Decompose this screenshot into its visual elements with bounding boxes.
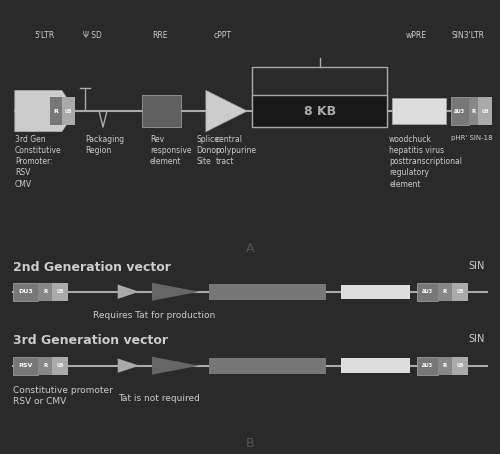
Bar bbox=[52, 283, 68, 301]
Bar bbox=[438, 357, 452, 375]
Text: DU3: DU3 bbox=[18, 289, 33, 294]
Text: A: A bbox=[246, 242, 254, 255]
Text: Ψ SD: Ψ SD bbox=[83, 31, 102, 40]
Text: U5: U5 bbox=[64, 109, 72, 114]
Text: ΔU3: ΔU3 bbox=[422, 289, 433, 294]
Text: central
polypurine
tract: central polypurine tract bbox=[216, 135, 256, 166]
Bar bbox=[392, 99, 446, 123]
Text: cPPT: cPPT bbox=[214, 31, 232, 40]
Text: SIN3'LTR: SIN3'LTR bbox=[451, 31, 484, 40]
Text: R: R bbox=[43, 363, 48, 368]
Text: R: R bbox=[54, 109, 59, 114]
Text: Packaging
Region: Packaging Region bbox=[86, 135, 124, 155]
Bar bbox=[341, 359, 409, 373]
Text: 5'LTR: 5'LTR bbox=[34, 31, 54, 40]
Bar bbox=[438, 283, 452, 301]
Polygon shape bbox=[152, 357, 199, 375]
Text: Splice
Donor
Site: Splice Donor Site bbox=[196, 135, 220, 166]
Bar bbox=[416, 283, 438, 301]
Text: SIN: SIN bbox=[469, 334, 485, 344]
Text: Rev
responsive
element: Rev responsive element bbox=[150, 135, 192, 166]
Text: U5: U5 bbox=[482, 109, 489, 114]
Polygon shape bbox=[15, 90, 76, 132]
Bar bbox=[38, 357, 52, 375]
Bar bbox=[252, 95, 387, 127]
Polygon shape bbox=[206, 90, 247, 132]
Bar bbox=[468, 97, 478, 125]
Text: U5: U5 bbox=[456, 289, 464, 294]
Text: wPRE: wPRE bbox=[406, 31, 427, 40]
Text: R: R bbox=[443, 289, 447, 294]
Text: ΔU3: ΔU3 bbox=[454, 109, 466, 114]
Text: RRE: RRE bbox=[152, 31, 168, 40]
Text: Requires Tat for production: Requires Tat for production bbox=[93, 311, 216, 320]
Bar bbox=[209, 358, 326, 374]
Text: R: R bbox=[43, 289, 48, 294]
Text: 8 KB: 8 KB bbox=[304, 104, 336, 118]
Text: U5: U5 bbox=[56, 363, 64, 368]
Polygon shape bbox=[118, 285, 140, 299]
Text: B: B bbox=[246, 437, 254, 449]
Text: R: R bbox=[472, 109, 476, 114]
Bar bbox=[142, 95, 182, 127]
Text: pHR' SIN-18: pHR' SIN-18 bbox=[451, 135, 492, 141]
Bar bbox=[452, 357, 468, 375]
Text: woodchuck
hepatitis virus
posttranscriptional
regulatory
element: woodchuck hepatitis virus posttranscript… bbox=[389, 135, 462, 188]
Polygon shape bbox=[152, 283, 199, 301]
Text: U5: U5 bbox=[456, 363, 464, 368]
Text: 2nd Generation vector: 2nd Generation vector bbox=[13, 261, 170, 274]
Bar bbox=[50, 97, 62, 125]
Bar bbox=[62, 97, 74, 125]
Text: 3rd Generation vector: 3rd Generation vector bbox=[13, 334, 168, 347]
Text: Tat is not required: Tat is not required bbox=[118, 394, 200, 403]
Bar bbox=[52, 357, 68, 375]
Bar bbox=[478, 97, 492, 125]
Text: Constitutive promoter
RSV or CMV: Constitutive promoter RSV or CMV bbox=[13, 385, 112, 406]
Text: SIN: SIN bbox=[469, 261, 485, 271]
Bar bbox=[451, 97, 468, 125]
Polygon shape bbox=[118, 359, 140, 373]
Text: RSV: RSV bbox=[18, 363, 33, 368]
Bar bbox=[452, 283, 468, 301]
Bar bbox=[38, 283, 52, 301]
Text: U5: U5 bbox=[56, 289, 64, 294]
Bar bbox=[209, 284, 326, 300]
Text: R: R bbox=[443, 363, 447, 368]
Bar bbox=[341, 285, 409, 299]
Bar bbox=[13, 283, 38, 301]
Text: 3rd Gen
Constitutive
Promoter:
RSV
CMV: 3rd Gen Constitutive Promoter: RSV CMV bbox=[15, 135, 62, 188]
Text: ΔU3: ΔU3 bbox=[422, 363, 433, 368]
Bar bbox=[416, 357, 438, 375]
Bar bbox=[13, 357, 38, 375]
